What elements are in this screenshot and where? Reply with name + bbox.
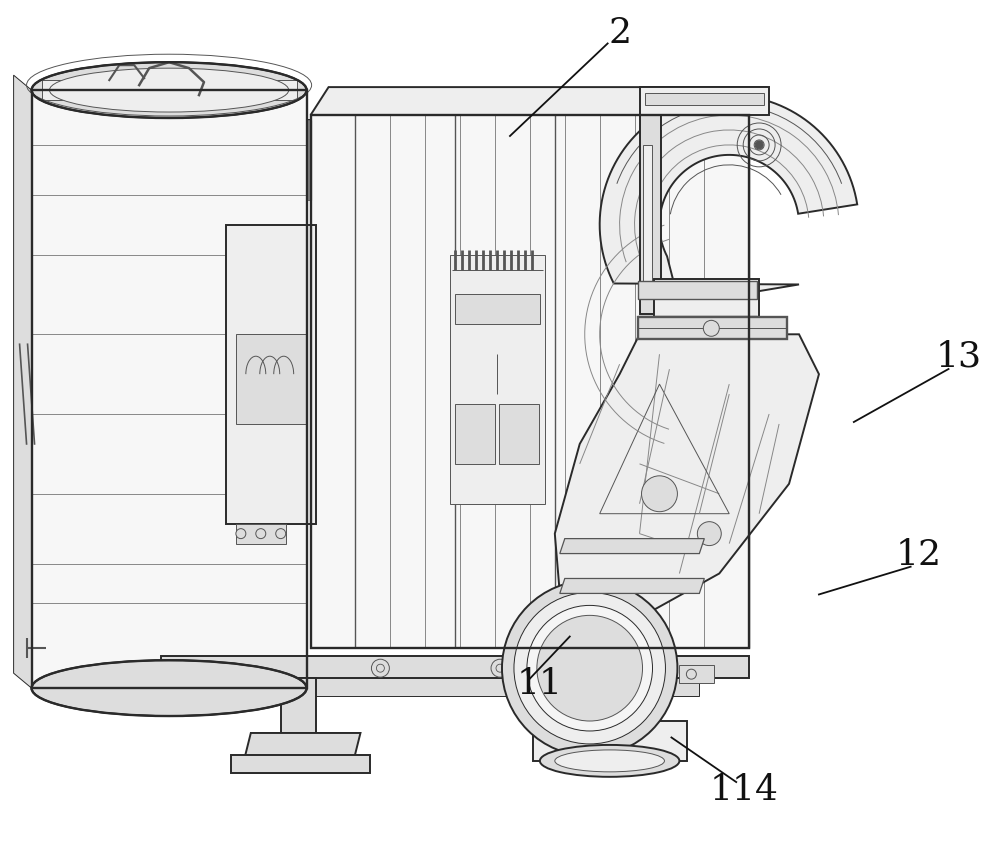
Bar [455, 295, 540, 324]
Bar [236, 334, 306, 424]
Bar [281, 679, 316, 733]
Circle shape [236, 528, 246, 538]
Bar [640, 115, 661, 314]
Bar [42, 80, 297, 100]
Bar [533, 721, 687, 761]
Bar [226, 225, 316, 523]
Ellipse shape [32, 660, 307, 716]
Circle shape [256, 528, 266, 538]
Bar [645, 93, 764, 105]
Circle shape [527, 605, 652, 731]
Bar [638, 281, 757, 300]
Bar [450, 255, 545, 504]
Bar [231, 755, 370, 773]
Circle shape [703, 321, 719, 336]
Polygon shape [560, 578, 704, 593]
Circle shape [686, 669, 696, 679]
Polygon shape [555, 334, 819, 624]
Text: 11: 11 [517, 668, 563, 701]
Text: 2: 2 [608, 15, 631, 50]
Bar [161, 657, 749, 679]
Bar [32, 90, 307, 688]
Circle shape [502, 581, 677, 756]
Circle shape [371, 659, 389, 677]
Bar [643, 145, 652, 284]
Circle shape [537, 615, 643, 721]
Bar [638, 316, 757, 334]
Circle shape [755, 141, 763, 149]
Bar [311, 115, 749, 648]
Circle shape [514, 592, 665, 744]
Circle shape [697, 522, 721, 545]
Ellipse shape [49, 68, 289, 112]
Bar [307, 120, 311, 200]
Polygon shape [14, 75, 32, 688]
Circle shape [496, 664, 504, 672]
Bar [32, 90, 307, 688]
Polygon shape [241, 733, 360, 773]
Bar [638, 317, 787, 339]
Ellipse shape [32, 62, 307, 118]
Bar [679, 665, 714, 683]
Bar [499, 404, 539, 464]
Bar [236, 523, 286, 544]
Polygon shape [560, 538, 704, 554]
Circle shape [376, 664, 384, 672]
Circle shape [276, 528, 286, 538]
Circle shape [621, 664, 629, 672]
Circle shape [754, 140, 764, 150]
Circle shape [491, 659, 509, 677]
Bar [654, 279, 759, 329]
Bar [640, 87, 769, 115]
Text: 12: 12 [896, 538, 942, 572]
Circle shape [616, 659, 634, 677]
Circle shape [642, 476, 677, 511]
Text: 13: 13 [935, 339, 982, 373]
Bar [281, 679, 699, 696]
Polygon shape [600, 95, 857, 305]
Bar [311, 115, 749, 648]
Bar [455, 404, 495, 464]
Ellipse shape [555, 750, 664, 772]
Polygon shape [311, 87, 767, 115]
Ellipse shape [540, 745, 679, 776]
Text: 114: 114 [710, 773, 779, 808]
